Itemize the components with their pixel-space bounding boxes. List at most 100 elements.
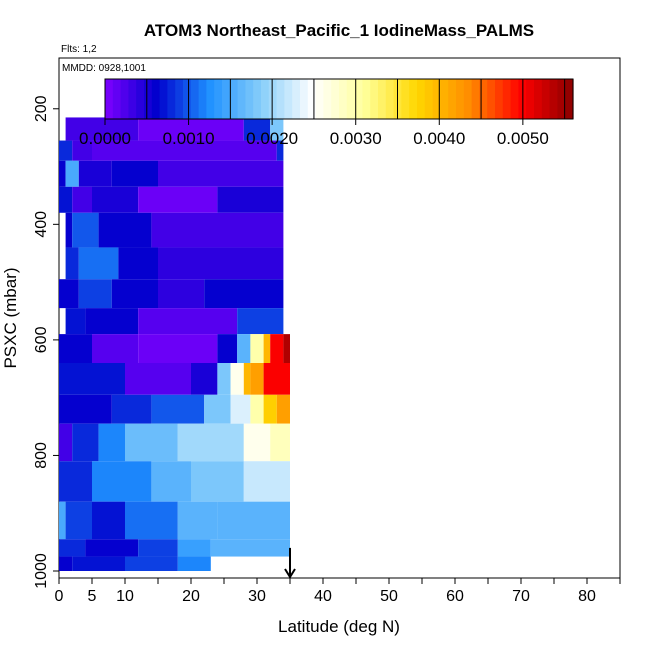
- heatmap-cell-12-1: [72, 423, 99, 462]
- colorbar-swatch: [346, 79, 356, 119]
- heatmap-cell-2-2: [92, 140, 277, 161]
- colorbar-swatch: [167, 79, 176, 119]
- heatmap-cell-1-3: [270, 117, 284, 141]
- colorbar-swatch: [229, 79, 239, 119]
- heatmap-cell-15-4: [210, 539, 290, 557]
- heatmap-cell-10-4: [230, 363, 244, 395]
- latitude-marker: [284, 547, 296, 579]
- heatmap-cell-7-3: [158, 279, 205, 309]
- heatmap-cell-7-1: [78, 279, 112, 309]
- x-tick-label: 80: [578, 588, 596, 605]
- colorbar-swatch: [300, 79, 309, 119]
- heatmap-cell-1-2: [243, 117, 271, 141]
- colorbar-swatch: [409, 79, 418, 119]
- flights-note: Flts: 1,2: [61, 44, 97, 55]
- heatmap-cell-8-0: [65, 308, 86, 335]
- heatmap-cell-10-3: [217, 363, 231, 395]
- heatmap-cell-15-3: [177, 539, 211, 557]
- colorbar-frame: [104, 78, 574, 120]
- colorbar-swatch: [175, 79, 184, 119]
- heatmap-cell-8-2: [138, 308, 238, 335]
- chart-title: ATOM3 Northeast_Pacific_1 IodineMass_PAL…: [144, 21, 534, 40]
- colorbar-swatch: [502, 79, 512, 119]
- colorbar: 0.0000 0.0010 0.0020 0.0030 0.0040 0.0050: [79, 78, 574, 148]
- colorbar-tick-label: 0.0010: [163, 129, 215, 148]
- heatmap-cell-16-3: [177, 556, 211, 571]
- colorbar-swatch: [495, 79, 504, 119]
- heatmap-cell-15-0: [59, 539, 86, 557]
- dates-note: MMDD: 0928,1001: [62, 63, 146, 74]
- heatmap-cell-11-5: [250, 394, 264, 424]
- heatmap-cell-13-0: [59, 461, 92, 502]
- colorbar-swatch: [198, 79, 207, 119]
- heatmap-cell-14-3: [125, 501, 178, 540]
- heatmap-cell-12-6: [270, 423, 290, 462]
- colorbar-swatch: [105, 79, 114, 119]
- y-tick-label: 400: [33, 211, 50, 238]
- heatmap-cell-4-1: [72, 186, 92, 213]
- x-tick-label: 30: [248, 588, 266, 605]
- colorbar-swatch: [440, 79, 449, 119]
- heatmap-cell-16-2: [125, 556, 178, 571]
- heatmap-cell-6-3: [158, 247, 284, 280]
- heatmap-cell-16-1: [72, 556, 125, 571]
- colorbar-swatch: [245, 79, 254, 119]
- heatmap-cell-2-1: [72, 140, 92, 161]
- heatmap-cell-5-3: [151, 212, 284, 248]
- colorbar-swatch: [378, 79, 387, 119]
- colorbar-swatch: [323, 79, 332, 119]
- colorbar-swatch: [487, 79, 496, 119]
- colorbar-swatch: [565, 79, 574, 119]
- colorbar-swatch: [253, 79, 262, 119]
- colorbar-swatch: [401, 79, 410, 119]
- heatmap-cell-11-7: [276, 394, 290, 424]
- heatmap-cell-15-1: [85, 539, 139, 557]
- x-tick-label: 50: [380, 588, 398, 605]
- colorbar-swatch: [448, 79, 457, 119]
- heatmap-cell-4-0: [59, 186, 73, 213]
- heatmap-cell-13-2: [151, 461, 191, 502]
- colorbar-swatch: [206, 79, 215, 119]
- heatmap-cell-13-3: [191, 461, 244, 502]
- heatmap-cell-11-0: [59, 394, 112, 424]
- heatmap-cell-10-6: [250, 363, 264, 395]
- colorbar-swatch: [276, 79, 285, 119]
- heatmap-cell-8-3: [237, 308, 284, 335]
- heatmap-cell-5-2: [98, 212, 152, 248]
- heatmap-cell-6-1: [78, 247, 119, 280]
- x-tick-label: 60: [446, 588, 464, 605]
- heatmap-cell-1-0: [65, 117, 139, 141]
- heatmap-cell-9-1: [92, 334, 139, 363]
- colorbar-swatch: [268, 79, 278, 119]
- heatmap-cell-2-3: [276, 140, 284, 161]
- colorbar-tick-label: 0.0030: [330, 129, 382, 148]
- colorbar-swatch: [151, 79, 161, 119]
- heatmap-cell-16-0: [59, 556, 73, 571]
- colorbar-swatch: [261, 79, 270, 119]
- heatmap-cell-10-2: [191, 363, 218, 395]
- colorbar-swatch: [112, 79, 122, 119]
- colorbar-swatch: [534, 79, 543, 119]
- heatmap-cell-15-2: [138, 539, 178, 557]
- colorbar-swatch: [549, 79, 558, 119]
- colorbar-swatch: [128, 79, 137, 119]
- heatmap-cell-5-1: [72, 212, 99, 248]
- colorbar-swatch: [120, 79, 129, 119]
- heatmap-cell-13-4: [243, 461, 290, 502]
- heatmap-cell-6-2: [118, 247, 158, 280]
- heatmap-cell-9-5: [250, 334, 264, 363]
- heatmap-cell-8-1: [85, 308, 139, 335]
- x-tick-label: 10: [116, 588, 134, 605]
- colorbar-swatch: [339, 79, 348, 119]
- colorbar-swatch: [417, 79, 426, 119]
- plot-frame: [58, 57, 621, 579]
- heatmap-cell-7-4: [204, 279, 284, 309]
- heatmap-cell-3-3: [111, 160, 158, 187]
- heatmap-cell-2-0: [59, 140, 73, 161]
- heatmap-cell-10-7: [263, 363, 290, 395]
- colorbar-swatch: [144, 79, 153, 119]
- heatmap-cell-7-0: [59, 279, 79, 309]
- heatmap-cell-14-0: [59, 501, 66, 540]
- colorbar-swatch: [214, 79, 223, 119]
- heatmap-layer: [59, 97, 290, 571]
